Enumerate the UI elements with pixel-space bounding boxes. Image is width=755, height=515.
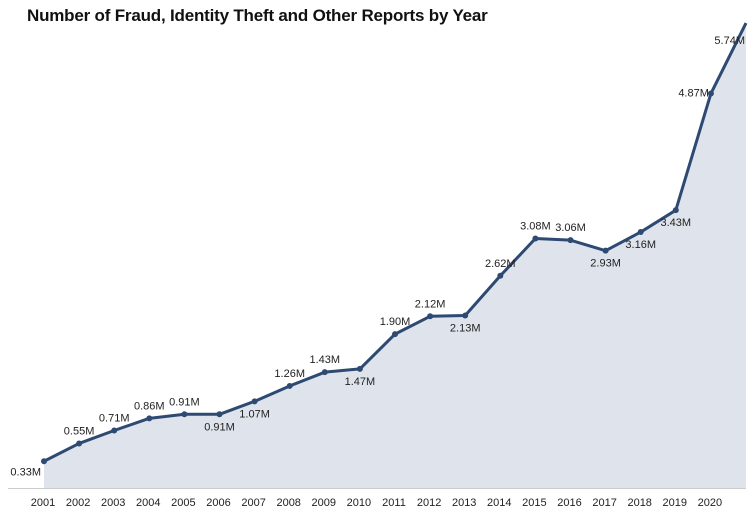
data-point-2020	[707, 90, 714, 97]
data-point-2014	[497, 272, 504, 279]
x-tick-2003: 2003	[101, 497, 125, 509]
data-label-2004: 0.86M	[134, 400, 165, 412]
x-tick-2020: 2020	[698, 497, 722, 509]
data-point-2008	[286, 382, 293, 389]
x-tick-2014: 2014	[487, 497, 511, 509]
data-point-2007	[251, 398, 258, 405]
data-point-2011	[392, 331, 398, 338]
data-label-2016: 3.06M	[555, 222, 586, 234]
x-tick-2004: 2004	[136, 497, 160, 509]
data-label-2017: 2.93M	[590, 258, 621, 270]
data-point-2013	[462, 312, 469, 319]
data-label-2012: 2.12M	[415, 298, 446, 310]
x-tick-2008: 2008	[276, 497, 300, 509]
data-point-2001	[41, 458, 47, 465]
x-tick-2001: 2001	[31, 497, 55, 509]
x-tick-2019: 2019	[663, 497, 687, 509]
x-tick-2012: 2012	[417, 497, 441, 509]
data-points	[41, 90, 714, 465]
data-point-2016	[567, 237, 574, 244]
data-label-2010: 1.47M	[345, 376, 376, 388]
data-label-2008: 1.26M	[274, 368, 305, 380]
data-label-2015: 3.08M	[520, 221, 551, 233]
data-label-2020: 4.87M	[678, 88, 709, 100]
x-tick-2005: 2005	[171, 497, 195, 509]
x-tick-2013: 2013	[452, 497, 476, 509]
x-tick-2002: 2002	[66, 497, 90, 509]
data-label-2018: 3.16M	[625, 239, 656, 251]
x-tick-2009: 2009	[312, 497, 336, 509]
data-point-2019	[672, 207, 679, 214]
x-tick-2016: 2016	[557, 497, 581, 509]
data-point-2003	[111, 427, 118, 434]
x-tick-2006: 2006	[206, 497, 230, 509]
data-label-2014: 2.62M	[485, 258, 516, 270]
data-label-2011: 1.90M	[380, 316, 411, 328]
x-tick-2007: 2007	[241, 497, 265, 509]
chart-title: Number of Fraud, Identity Theft and Othe…	[27, 6, 488, 25]
data-label-2003: 0.71M	[99, 412, 130, 424]
data-label-2002: 0.55M	[64, 425, 95, 437]
x-tick-labels: 2001 2002 2003 2004 2005 2006 2007 2008 2009 2010…	[31, 497, 722, 509]
data-point-2017	[602, 247, 609, 254]
x-tick-2017: 2017	[592, 497, 616, 509]
data-point-2015	[532, 235, 539, 242]
data-label-2001: 0.33M	[10, 466, 41, 478]
data-point-2002	[76, 440, 83, 447]
x-tick-2010: 2010	[347, 497, 371, 509]
data-label-2005: 0.91M	[169, 396, 200, 408]
data-point-2010	[356, 365, 363, 372]
data-point-2005	[181, 411, 188, 418]
x-tick-2015: 2015	[522, 497, 546, 509]
data-label-2013: 2.13M	[450, 322, 481, 334]
data-point-2009	[321, 369, 328, 376]
data-point-2012	[427, 313, 434, 320]
data-point-2006	[216, 411, 223, 418]
data-label-2009: 1.43M	[310, 354, 341, 366]
x-tick-2011: 2011	[382, 497, 406, 509]
data-label-2006: 0.91M	[204, 421, 235, 433]
area-fill	[44, 23, 746, 489]
data-label-2021: 5.74M	[714, 35, 745, 47]
data-label-2007: 1.07M	[239, 408, 270, 420]
data-point-2018	[637, 229, 644, 236]
x-tick-2018: 2018	[627, 497, 651, 509]
data-labels: 0.33M 0.55M 0.71M 0.86M 0.91M 0.91M 1.07M 1.26M…	[10, 35, 745, 478]
data-label-2019: 3.43M	[661, 217, 692, 229]
data-point-2004	[146, 415, 153, 422]
